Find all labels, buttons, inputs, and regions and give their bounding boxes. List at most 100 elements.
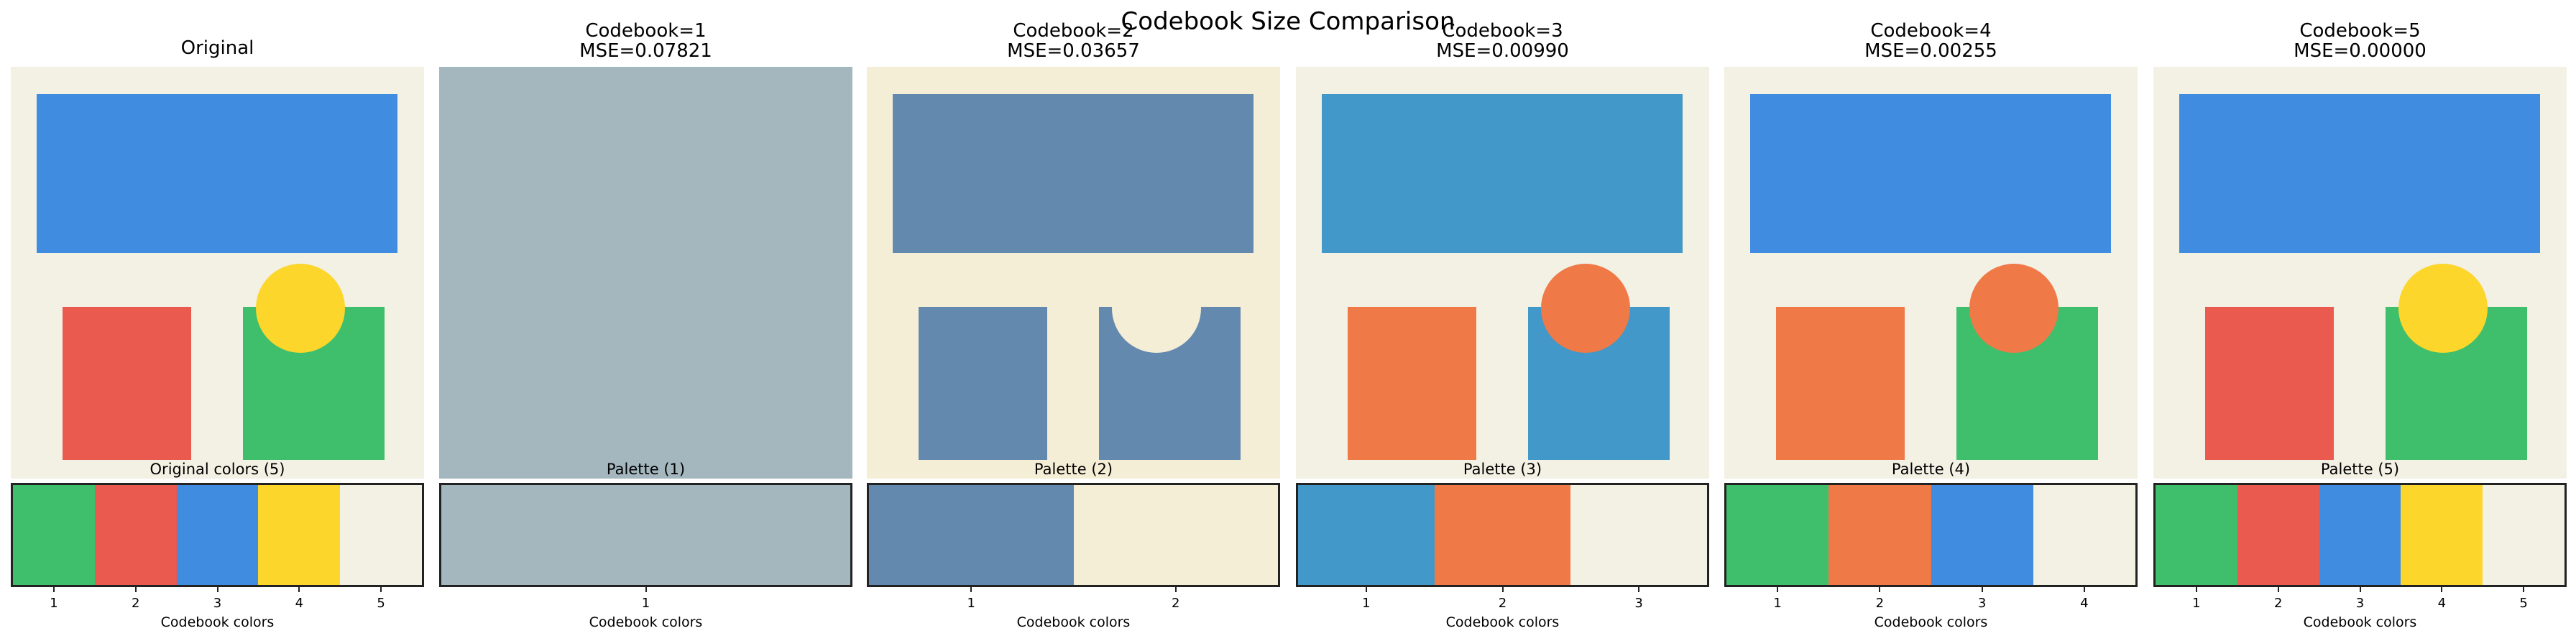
palette-title: Original colors (5) bbox=[11, 460, 424, 479]
quantized-image bbox=[1296, 67, 1709, 479]
tick-label: 1 bbox=[1362, 596, 1371, 611]
panel-mse: MSE=0.03657 bbox=[1007, 40, 1140, 62]
palette-swatch bbox=[2483, 485, 2564, 585]
circle-shape bbox=[1541, 264, 1630, 353]
tick-mark bbox=[1879, 587, 1881, 592]
tick-mark bbox=[216, 587, 218, 592]
tick-label: 4 bbox=[2080, 596, 2089, 611]
tick-label: 2 bbox=[2273, 596, 2283, 611]
panel-mse: MSE=0.00000 bbox=[2294, 40, 2426, 62]
tick-label: 3 bbox=[213, 596, 222, 611]
palette-swatch bbox=[1434, 485, 1571, 585]
palette-swatch bbox=[1726, 485, 1829, 585]
tick-mark bbox=[134, 587, 137, 592]
tick-mark bbox=[298, 587, 300, 592]
x-axis-ticks: 1 2 3 4 5 bbox=[11, 587, 424, 616]
palette-swatch bbox=[1073, 485, 1278, 585]
palette-strip bbox=[439, 483, 852, 587]
tick-mark bbox=[2195, 587, 2197, 592]
left-rectangle bbox=[491, 307, 620, 466]
top-rectangle bbox=[1322, 94, 1683, 253]
panel-title: Codebook=2 bbox=[1013, 20, 1134, 42]
tick-label: 2 bbox=[1172, 596, 1180, 611]
palette-title: Palette (1) bbox=[439, 460, 852, 479]
tick-mark bbox=[1981, 587, 1983, 592]
quantized-image bbox=[867, 67, 1280, 479]
tick-label: 2 bbox=[1875, 596, 1885, 611]
tick-label: 1 bbox=[1773, 596, 1782, 611]
tick-mark bbox=[2083, 587, 2085, 592]
panel-mse: MSE=0.00255 bbox=[1864, 40, 1997, 62]
palette-swatch bbox=[441, 485, 850, 585]
tick-mark bbox=[1365, 587, 1367, 592]
palette-swatch bbox=[869, 485, 1074, 585]
palette-strip bbox=[867, 483, 1280, 587]
panel-title: Codebook=3 bbox=[1442, 20, 1563, 42]
tick-label: 3 bbox=[1977, 596, 1987, 611]
quantized-image bbox=[2153, 67, 2567, 479]
quantized-image bbox=[439, 67, 852, 479]
panel-codebook-3: Codebook=3 MSE=0.00990 Palette (3) 1 2 3 C… bbox=[1296, 0, 1709, 641]
left-rectangle bbox=[919, 307, 1047, 466]
x-axis-label: Codebook colors bbox=[1874, 614, 1988, 630]
palette-strip bbox=[1296, 483, 1709, 587]
palette-swatch bbox=[13, 485, 95, 585]
palette-swatch bbox=[340, 485, 422, 585]
tick-mark bbox=[2359, 587, 2361, 592]
palette-title: Palette (5) bbox=[2153, 460, 2567, 479]
palette-swatch bbox=[2156, 485, 2237, 585]
tick-mark bbox=[380, 587, 382, 592]
tick-label: 2 bbox=[1498, 596, 1507, 611]
tick-mark bbox=[970, 587, 972, 592]
panel-codebook-5: Codebook=5 MSE=0.00000 Palette (5) 1 2 3 4 5… bbox=[2153, 0, 2567, 641]
tick-label: 3 bbox=[1634, 596, 1643, 611]
tick-label: 5 bbox=[2519, 596, 2528, 611]
x-axis-ticks: 1 2 3 4 bbox=[1724, 587, 2138, 616]
top-rectangle bbox=[465, 94, 826, 253]
tick-label: 3 bbox=[2355, 596, 2365, 611]
tick-label: 2 bbox=[131, 596, 140, 611]
palette-title: Palette (2) bbox=[867, 460, 1280, 479]
x-axis-ticks: 1 bbox=[439, 587, 852, 616]
tick-mark bbox=[2441, 587, 2443, 592]
palette-swatch bbox=[1570, 485, 1708, 585]
circle-shape bbox=[1112, 264, 1201, 353]
left-rectangle bbox=[1776, 307, 1905, 466]
x-axis-ticks: 1 2 3 4 5 bbox=[2153, 587, 2567, 616]
top-rectangle bbox=[2179, 94, 2540, 253]
tick-mark bbox=[1638, 587, 1640, 592]
panel-original: Original Original colors (5) 1 2 3 4 5 Codeb… bbox=[11, 0, 424, 641]
palette-swatch bbox=[2237, 485, 2319, 585]
tick-label: 5 bbox=[377, 596, 385, 611]
tick-mark bbox=[1501, 587, 1504, 592]
palette-title: Palette (3) bbox=[1296, 460, 1709, 479]
circle-shape bbox=[684, 264, 773, 353]
tick-mark bbox=[2523, 587, 2525, 592]
x-axis-label: Codebook colors bbox=[1445, 614, 1560, 630]
left-rectangle bbox=[63, 307, 191, 466]
palette-swatch bbox=[2033, 485, 2135, 585]
top-rectangle bbox=[37, 94, 397, 253]
tick-label: 4 bbox=[2437, 596, 2447, 611]
panel-mse: MSE=0.07821 bbox=[579, 40, 712, 62]
top-rectangle bbox=[893, 94, 1254, 253]
palette-swatch bbox=[258, 485, 341, 585]
x-axis-label: Codebook colors bbox=[160, 614, 275, 630]
palette-title: Palette (4) bbox=[1724, 460, 2138, 479]
palette-swatch bbox=[176, 485, 259, 585]
x-axis-label: Codebook colors bbox=[589, 614, 703, 630]
tick-mark bbox=[52, 587, 55, 592]
tick-mark bbox=[1777, 587, 1779, 592]
palette-strip bbox=[2153, 483, 2567, 587]
quantized-image bbox=[1724, 67, 2138, 479]
palette-swatch bbox=[1298, 485, 1435, 585]
x-axis-label: Codebook colors bbox=[1016, 614, 1131, 630]
palette-strip bbox=[11, 483, 424, 587]
x-axis-label: Codebook colors bbox=[2303, 614, 2417, 630]
palette-swatch bbox=[94, 485, 177, 585]
tick-label: 1 bbox=[2192, 596, 2201, 611]
tick-label: 1 bbox=[641, 596, 650, 611]
